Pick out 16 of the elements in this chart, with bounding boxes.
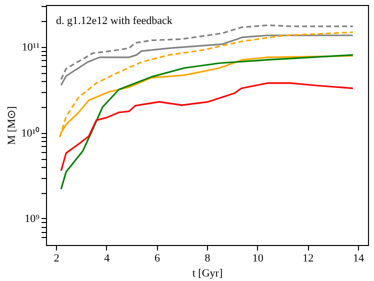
x-tick-label: 10	[252, 252, 264, 264]
x-tick-label: 2	[54, 252, 60, 264]
line-series	[60, 54, 354, 190]
annotation: d. g1.12e12 with feedback	[56, 15, 173, 27]
x-tick-label: 6	[154, 252, 160, 264]
y-tick-label: 10⁹	[24, 212, 40, 225]
x-tick-label: 8	[204, 252, 211, 264]
line-series	[59, 31, 354, 138]
y-axis-title: M [M⊙]	[6, 106, 18, 145]
x-tick-label: 14	[352, 252, 364, 264]
line-series	[60, 82, 354, 172]
x-tick-label: 4	[104, 252, 110, 264]
y-tick-label: 10¹⁰	[21, 126, 40, 140]
x-axis-title: t [Gyr]	[192, 268, 223, 280]
y-tick-label: 10¹¹	[22, 42, 40, 54]
x-tick-label: 12	[302, 252, 314, 264]
